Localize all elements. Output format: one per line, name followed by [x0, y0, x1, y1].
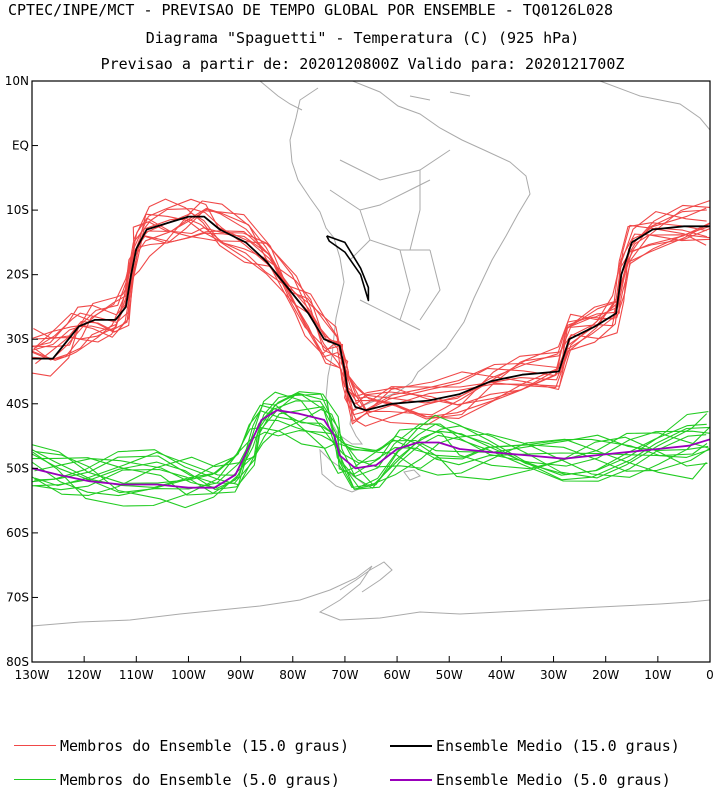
x-tick-label: 50W: [436, 668, 463, 682]
member-line: [34, 393, 710, 489]
legend-green-members: Membros do Ensemble (5.0 graus): [14, 771, 340, 789]
plot-frame: [31, 80, 711, 663]
legend-black-swatch: [390, 744, 432, 747]
y-tick-label: 40S: [6, 397, 29, 411]
falklands-outline: [403, 469, 421, 481]
legend-purple-label: Ensemble Medio (5.0 graus): [436, 771, 671, 789]
y-tick-label: 60S: [6, 526, 29, 540]
y-tick-label: 50S: [6, 461, 29, 475]
member-line: [32, 419, 710, 494]
member-line: [35, 208, 707, 416]
member-line: [32, 404, 709, 484]
africa-outline: [599, 81, 710, 131]
member-line: [32, 392, 707, 490]
antarctic-peninsula-outline: [339, 561, 393, 593]
map-plot: 130W 120W 110W 100W 90W 80W 70W 60W 50W 40W 30W 20W…: [5, 74, 714, 682]
member-line: [32, 430, 710, 497]
legend-red-label: Membros do Ensemble (15.0 graus): [60, 737, 349, 755]
country-borders: [329, 149, 451, 331]
member-line: [32, 408, 710, 496]
x-tick-label: 0: [706, 668, 714, 682]
axis-layer: 130W 120W 110W 100W 90W 80W 70W 60W 50W 40W 30W 20W…: [5, 74, 714, 682]
x-tick-label: 20W: [592, 668, 619, 682]
y-tick-label: 20S: [6, 268, 29, 282]
legend-black-label: Ensemble Medio (15.0 graus): [436, 737, 680, 755]
member-line: [32, 198, 707, 412]
x-tick-label: 10W: [644, 668, 671, 682]
member-line: [32, 217, 710, 422]
member-line: [32, 400, 710, 491]
legend-red-members: Membros do Ensemble (15.0 graus): [14, 737, 349, 755]
x-tick-label: 130W: [15, 668, 50, 682]
y-tick-label: EQ: [12, 139, 29, 153]
member-line: [34, 198, 707, 425]
land-outlines: [32, 81, 710, 627]
y-tick-label: 10N: [5, 74, 29, 88]
y-tick-label: 70S: [6, 590, 29, 604]
central-america-outline: [259, 81, 471, 111]
legend-purple-mean: Ensemble Medio (5.0 graus): [390, 771, 671, 789]
legend-purple-swatch: [390, 778, 432, 781]
x-tick-label: 100W: [171, 668, 206, 682]
x-tick-label: 60W: [384, 668, 411, 682]
header-line-1: CPTEC/INPE/MCT - PREVISAO DE TEMPO GLOBA…: [8, 1, 614, 19]
x-tick-label: 120W: [67, 668, 102, 682]
legend-red-swatch: [14, 745, 56, 746]
mean-line: [32, 215, 710, 412]
x-tick-label: 40W: [488, 668, 515, 682]
member-line: [32, 199, 710, 420]
legend-green-label: Membros do Ensemble (5.0 graus): [60, 771, 340, 789]
south-america-outline: [289, 81, 531, 445]
y-tick-label: 10S: [6, 203, 29, 217]
y-tick-label: 80S: [6, 655, 29, 669]
member-line: [32, 208, 707, 416]
legend-black-mean: Ensemble Medio (15.0 graus): [390, 737, 680, 755]
x-tick-label: 80W: [279, 668, 306, 682]
member-line: [34, 393, 708, 489]
member-line: [32, 427, 707, 507]
mean-line: [32, 409, 710, 489]
x-tick-label: 110W: [119, 668, 154, 682]
y-tick-label: 30S: [6, 332, 29, 346]
member-line: [32, 200, 710, 426]
forecast-validity: Previsao a partir de: 2020120800Z Valido…: [100, 55, 625, 73]
tierra-del-fuego-outline: [319, 448, 367, 493]
member-line: [35, 402, 708, 509]
chart-title: Diagrama "Spaguetti" - Temperatura (C) (…: [145, 29, 580, 47]
x-tick-label: 30W: [540, 668, 567, 682]
legend-green-swatch: [14, 779, 56, 780]
series-layer: [32, 198, 710, 509]
member-line: [32, 213, 710, 411]
mean-line: [325, 235, 370, 302]
x-tick-label: 90W: [227, 668, 254, 682]
member-line: [33, 222, 710, 418]
x-tick-label: 70W: [331, 668, 358, 682]
member-line: [34, 406, 707, 494]
antarctica-outline: [32, 565, 710, 627]
